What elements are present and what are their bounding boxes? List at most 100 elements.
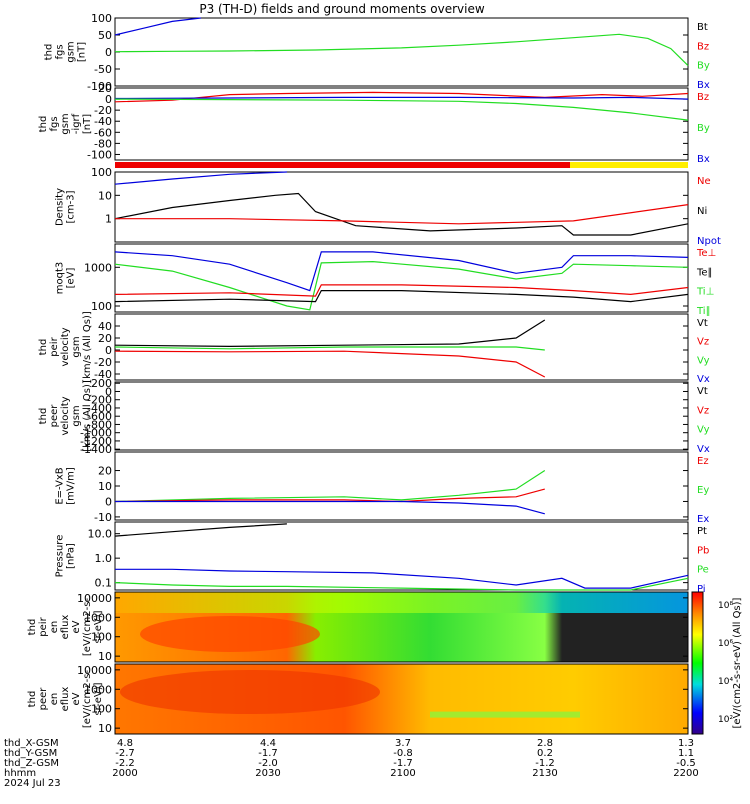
ylabel-line: thd xyxy=(27,619,38,636)
ylabel-line: thd xyxy=(38,116,49,133)
legend-Pb: Pb xyxy=(697,545,709,556)
xaxis-value: -1.7 xyxy=(258,748,278,759)
panel-temperature: 1000 100 moqt3 [eV] Te⊥ Te∥ Ti⊥ Ti∥ xyxy=(55,243,716,317)
ytick-label: 20 xyxy=(98,332,112,345)
ytick-label: 10.0 xyxy=(88,528,113,541)
series-Pt xyxy=(114,523,287,537)
ytick-label: 100 xyxy=(91,300,112,313)
ylabel-line: sr-eV)] xyxy=(93,610,104,643)
xaxis-row-label: hhmm xyxy=(4,768,36,779)
panel-density: 100 10 1 Density [cm-3] Ne Ni Npot xyxy=(55,166,721,247)
legend-Vx: Vx xyxy=(697,444,710,455)
ylabel-line: velocity xyxy=(60,327,71,366)
xaxis-value: 1.3 xyxy=(678,738,694,749)
ytick-label: 1 xyxy=(105,213,112,226)
xaxis-value: 2030 xyxy=(255,768,280,779)
ytick-label: 20 xyxy=(98,465,112,478)
ytick-label: 1000 xyxy=(84,611,112,624)
xaxis-value: 0.2 xyxy=(537,748,553,759)
legend-Te∥: Te∥ xyxy=(696,267,713,278)
ytick-label: 10 xyxy=(98,189,112,202)
ylabel-line: -igrf xyxy=(71,113,82,134)
ylabel-line: en xyxy=(49,693,60,706)
ytick-label: -10 xyxy=(94,511,112,524)
xaxis-value: -2.2 xyxy=(115,758,135,769)
ytick-label: -200 xyxy=(87,394,112,407)
series-Pi xyxy=(115,568,689,589)
ytick-label: 1000 xyxy=(84,261,112,274)
legend-Vz: Vz xyxy=(697,405,709,416)
legend-Bt: Bt xyxy=(697,22,708,33)
ytick-label: -1000 xyxy=(80,427,112,440)
xaxis-row-label: thd_Z-GSM xyxy=(4,758,59,769)
ylabel-line: [nT] xyxy=(82,114,93,134)
legend-Vt: Vt xyxy=(697,386,708,397)
series-Ne xyxy=(115,204,689,225)
ytick-label: -50 xyxy=(94,63,112,76)
ytick-label: 1.0 xyxy=(95,552,113,565)
ytick-label: 100 xyxy=(91,166,112,179)
ylabel-line: eV xyxy=(71,692,82,705)
ylabel-line: [km/s (All Qs)] xyxy=(82,380,93,452)
ylabel-line: gsm xyxy=(71,405,82,426)
series-Ti∥ xyxy=(114,260,689,311)
ytick-label: 10 xyxy=(98,650,112,663)
xaxis-value: -0.5 xyxy=(676,758,696,769)
xaxis-row-label: thd_Y-GSM xyxy=(4,748,57,759)
ytick-label: 10000 xyxy=(77,664,112,677)
xaxis-value: -0.8 xyxy=(393,748,413,759)
panel-frame xyxy=(114,17,689,87)
ytick-label: 10000 xyxy=(77,592,112,605)
ylabel-line: [km/s (All Qs)] xyxy=(82,311,93,383)
legend-Bz: Bz xyxy=(697,92,709,103)
legend-Bz: Bz xyxy=(697,41,709,52)
series-Ex xyxy=(115,500,545,515)
xaxis-value: 4.8 xyxy=(117,738,133,749)
ytick-label: 10 xyxy=(98,480,112,493)
legend-Ti∥: Ti∥ xyxy=(696,306,711,317)
panel-frame xyxy=(114,591,689,663)
ylabel-line: sr-eV)] xyxy=(93,682,104,715)
mode-bar-yellow xyxy=(570,162,688,168)
spectrogram-high-energy xyxy=(115,592,688,613)
series-Bx xyxy=(114,96,689,100)
legend-Bx: Bx xyxy=(697,80,710,91)
ylabel-line: thd xyxy=(38,408,49,425)
ytick-label: -100 xyxy=(87,148,112,161)
ytick-label: 0 xyxy=(105,495,112,508)
panel-frame xyxy=(114,663,689,735)
ytick-label: -400 xyxy=(87,402,112,415)
panel-efield: 20 10 0 -10 E=-VxB [mV/m] Ez Ey Ex xyxy=(55,451,709,525)
legend-Vy: Vy xyxy=(697,355,710,366)
ylabel-line: [eV/(cm2-s- xyxy=(82,670,93,729)
mode-bar-red xyxy=(115,162,570,168)
series-Te∥ xyxy=(114,290,689,303)
series-By xyxy=(114,33,689,67)
panel-fgs_gsm: 100 50 0 -50 -100 thd fgs gsm [nT] Bt Bz By Bx xyxy=(44,12,710,93)
xaxis-value: 1.1 xyxy=(678,748,694,759)
panel-peer_spec: 10000 1000 100 10 thd peer en eflux eV [eV/(cm2-s… xyxy=(27,663,689,735)
plot-title: P3 (TH-D) fields and ground moments over… xyxy=(199,2,484,16)
xaxis-value: 2.8 xyxy=(537,738,553,749)
ylabel-line: peir xyxy=(38,616,49,636)
xaxis-value: -2.0 xyxy=(258,758,278,769)
ylabel-line: eflux xyxy=(60,615,71,640)
legend-Ni: Ni xyxy=(697,206,707,217)
ylabel-line: Pressure xyxy=(55,535,66,578)
ytick-label: 40 xyxy=(98,320,112,333)
series-Npot xyxy=(114,171,287,185)
ylabel-line: thd xyxy=(27,691,38,708)
legend-Ey: Ey xyxy=(697,485,709,496)
ytick-label: 0 xyxy=(105,93,112,106)
series-Vy xyxy=(114,346,545,351)
ylabel-line: eV xyxy=(71,620,82,633)
ylabel-line: [eV/(cm2-s- xyxy=(82,598,93,657)
ytick-label: -100 xyxy=(87,80,112,93)
legend-Pe: Pe xyxy=(697,565,709,576)
series-Vz xyxy=(114,350,546,378)
ytick-label: 0 xyxy=(105,344,112,357)
panel-peer_velocity: 2000-200-400-600-800-1000-1200-1400 thd pe… xyxy=(38,377,710,456)
colorbar-tick: 10⁶ xyxy=(718,639,733,649)
